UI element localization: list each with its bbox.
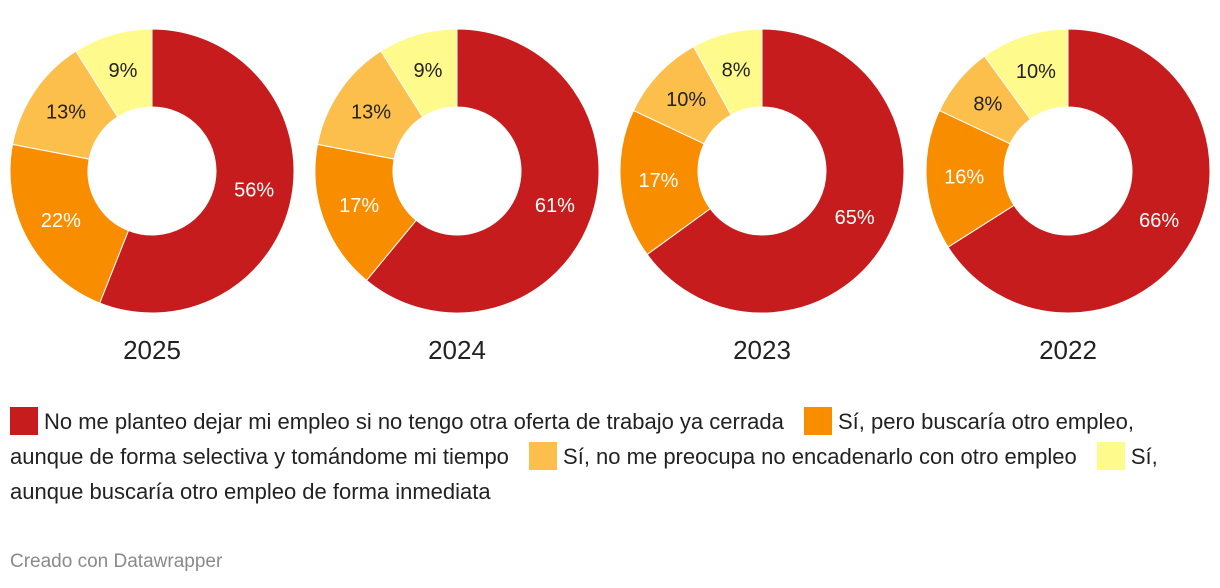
data-label: 22%: [41, 210, 81, 232]
data-label: 8%: [722, 59, 751, 81]
legend-label: Sí, pero buscaría otro empleo, aunque de…: [10, 409, 1134, 469]
data-label: 13%: [351, 102, 391, 124]
slice-inmediata[interactable]: [380, 28, 458, 118]
legend-item-inmediata[interactable]: Sí, aunque buscaría otro empleo de forma…: [10, 442, 1158, 504]
donut-chart-2025: 56% 22% 13% 9% 2025: [9, 28, 295, 365]
legend-item-selectiva[interactable]: Sí, pero buscaría otro empleo, aunque de…: [10, 407, 1134, 469]
data-label: 61%: [535, 195, 575, 217]
slice-inmediata[interactable]: [983, 28, 1069, 120]
donut-chart-2023: 65% 17% 10% 8% 2023: [619, 28, 905, 365]
slice-selectiva[interactable]: [9, 143, 130, 304]
data-label: 56%: [234, 179, 274, 201]
data-label: 65%: [835, 207, 875, 229]
slice-no-planteo[interactable]: [365, 28, 600, 314]
slice-inmediata[interactable]: [75, 28, 153, 118]
legend-swatch: [804, 407, 832, 435]
data-label: 66%: [1139, 210, 1179, 232]
slice-no-planteo[interactable]: [947, 28, 1211, 314]
legend-label: Sí, no me preocupa no encadenarlo con ot…: [563, 444, 1077, 469]
chart-year-label: 2025: [123, 335, 181, 365]
slice-no-planteo[interactable]: [99, 28, 295, 314]
slice-selectiva[interactable]: [619, 109, 711, 256]
data-label: 9%: [414, 60, 443, 82]
data-label: 13%: [46, 102, 86, 124]
donut-chart-2022: 66% 16% 8% 10% 2022: [925, 28, 1211, 365]
slice-no-planteo[interactable]: [646, 28, 905, 314]
slice-selectiva[interactable]: [925, 109, 1015, 248]
slice-selectiva[interactable]: [314, 143, 417, 282]
legend-item-no-encadenar[interactable]: Sí, no me preocupa no encadenarlo con ot…: [529, 442, 1077, 470]
legend-item-no-planteo[interactable]: No me planteo dejar mi empleo si no teng…: [10, 407, 784, 435]
legend-swatch: [529, 442, 558, 470]
donut-charts: 56% 22% 13% 9% 2025 61% 17% 13% 9% 2024 65% 17% 10% 8…: [9, 28, 1211, 365]
donut-chart-2024: 61% 17% 13% 9% 2024: [314, 28, 600, 365]
data-label: 9%: [109, 60, 138, 82]
chart-year-label: 2024: [428, 335, 486, 365]
legend-swatch: [1096, 442, 1125, 470]
data-label: 8%: [973, 94, 1002, 116]
footer-credit: Creado con Datawrapper: [10, 551, 223, 572]
data-label: 17%: [339, 195, 379, 217]
slice-inmediata[interactable]: [692, 28, 763, 116]
data-label: 17%: [638, 170, 678, 192]
data-label: 10%: [666, 89, 706, 111]
legend-label: Sí, aunque buscaría otro empleo de forma…: [10, 444, 1158, 504]
legend-label: No me planteo dejar mi empleo si no teng…: [44, 409, 784, 434]
legend-swatch: [10, 407, 38, 435]
data-label: 16%: [944, 167, 984, 189]
chart-year-label: 2022: [1039, 335, 1097, 365]
chart-year-label: 2023: [733, 335, 791, 365]
data-label: 10%: [1016, 61, 1056, 83]
legend: No me planteo dejar mi empleo si no teng…: [10, 404, 1205, 509]
